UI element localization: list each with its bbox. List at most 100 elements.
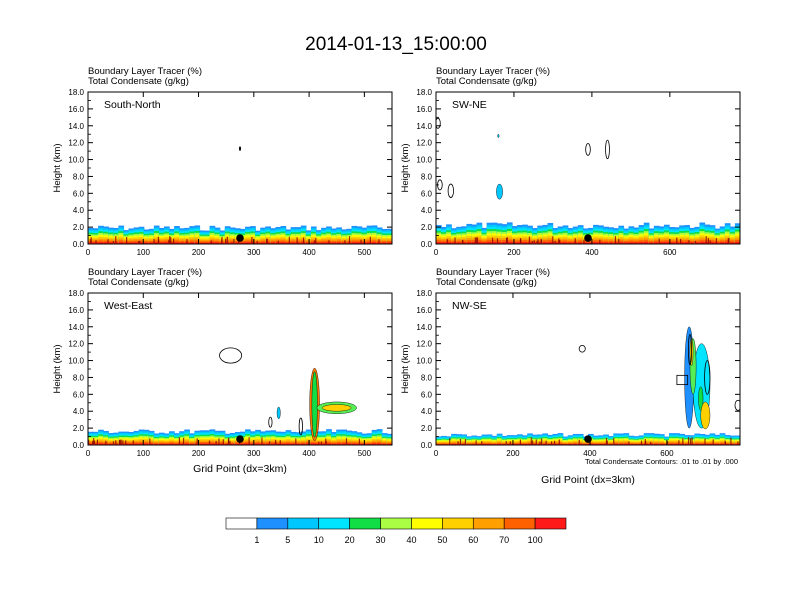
- bl-tracer-band: [512, 240, 518, 244]
- condensate-stipple: [644, 441, 647, 444]
- bl-tracer-band: [351, 242, 358, 244]
- condensate-stipple: [288, 236, 290, 243]
- condensate-stipple: [476, 237, 478, 243]
- bl-tracer-band: [98, 441, 104, 445]
- bl-tracer-band: [128, 242, 135, 244]
- bl-tracer-band: [577, 242, 584, 244]
- condensate-stipple: [138, 240, 140, 243]
- bl-tracer-band: [123, 242, 130, 244]
- condensate-contour: [585, 143, 591, 156]
- bl-tracer-band: [704, 443, 711, 445]
- condensate-stipple: [520, 238, 522, 243]
- bl-tracer-band: [669, 242, 675, 244]
- colorbar-label: 5: [285, 535, 290, 545]
- field-label-tracer: Boundary Layer Tracer (%): [436, 267, 550, 278]
- condensate-stipple: [552, 236, 554, 243]
- tracer-blob: [276, 406, 281, 420]
- condensate-stipple: [519, 439, 521, 444]
- bl-tracer-band: [552, 242, 559, 244]
- field-label-tracer: Boundary Layer Tracer (%): [436, 66, 550, 77]
- condensate-stipple: [505, 237, 508, 243]
- colorbar-swatch: [380, 517, 412, 530]
- bl-tracer-band: [184, 242, 190, 244]
- y-axis-label: Height (km): [400, 344, 411, 393]
- x-tick-label: 0: [434, 248, 439, 257]
- bl-tracer-band: [557, 242, 564, 244]
- condensate-stipple: [112, 240, 115, 243]
- bl-tracer-band: [376, 242, 383, 244]
- y-tick-label: 14.0: [416, 122, 432, 131]
- condensate-contour: [605, 139, 610, 160]
- bl-tracer-band: [184, 441, 190, 445]
- condensate-stipple: [558, 439, 560, 444]
- y-tick-label: 10.0: [68, 156, 84, 165]
- y-tick-label: 12.0: [416, 340, 432, 349]
- condensate-contour: [734, 399, 740, 411]
- bl-tracer-band: [270, 443, 277, 445]
- x-tick-label: 600: [660, 449, 674, 458]
- bl-tracer-band: [158, 443, 165, 445]
- y-axis-label: Height (km): [52, 344, 63, 393]
- bl-tracer-band: [103, 242, 109, 244]
- condensate-stipple: [640, 440, 643, 444]
- bl-tracer-band: [245, 443, 251, 445]
- bl-tracer-band: [527, 443, 533, 445]
- condensate-stipple: [172, 238, 175, 243]
- condensate-stipple: [93, 438, 95, 444]
- colorbar-label: 10: [314, 535, 324, 545]
- condensate-stipple: [320, 441, 323, 444]
- bl-tracer-band: [255, 443, 261, 445]
- bl-tracer-band: [496, 443, 503, 445]
- bl-tracer-band: [280, 242, 287, 244]
- condensate-stipple: [218, 438, 220, 444]
- condensate-stipple: [650, 441, 652, 444]
- y-tick-label: 6.0: [421, 390, 433, 399]
- panel-sw-ne: Boundary Layer Tracer (%)Total Condensat…: [400, 66, 741, 257]
- bl-tracer-band: [285, 443, 292, 445]
- bl-tracer-band: [204, 242, 211, 244]
- bl-tracer-band: [118, 242, 125, 244]
- condensate-stipple: [125, 440, 127, 444]
- condensate-stipple: [269, 441, 271, 444]
- colorbar-swatch: [287, 517, 320, 530]
- bl-tracer-band: [189, 242, 195, 244]
- condensate-stipple: [528, 236, 531, 243]
- bl-tracer-band: [476, 241, 483, 244]
- condensate-stipple: [115, 236, 117, 243]
- bl-tracer-band: [351, 443, 358, 445]
- bl-tracer-band: [234, 443, 241, 445]
- x-tick-label: 400: [302, 248, 316, 257]
- condensate-stipple: [667, 440, 669, 444]
- condensate-stipple: [107, 239, 109, 243]
- bl-tracer-band: [724, 241, 731, 244]
- bl-tracer-band: [734, 241, 740, 244]
- condensate-stipple: [618, 239, 620, 243]
- condensate-stipple: [178, 437, 181, 444]
- bl-tracer-band: [653, 443, 660, 445]
- colorbar-swatch: [442, 517, 474, 530]
- condensate-contour: [268, 416, 273, 428]
- bl-tracer-band: [436, 242, 442, 244]
- location-marker: [584, 234, 592, 242]
- condensate-stipple: [709, 240, 711, 243]
- bl-tracer-band: [331, 443, 337, 445]
- tracer-blob: [322, 404, 352, 412]
- bl-tracer-band: [603, 443, 609, 445]
- bl-tracer-band: [471, 242, 478, 244]
- bl-tracer-band: [189, 443, 195, 445]
- location-marker: [236, 234, 244, 242]
- bl-tracer-band: [158, 242, 165, 244]
- tracer-blob: [238, 146, 242, 151]
- bl-tracer-band: [714, 242, 721, 244]
- bl-tracer-band: [275, 242, 282, 244]
- condensate-stipple: [537, 239, 539, 243]
- bl-tracer-band: [542, 242, 549, 244]
- condensate-stipple: [251, 236, 253, 243]
- condensate-stipple: [628, 441, 630, 444]
- bl-tracer-band: [669, 443, 675, 445]
- bl-tracer-band: [143, 443, 150, 445]
- x-tick-label: 100: [137, 449, 151, 458]
- bl-tracer-band: [572, 242, 579, 244]
- condensate-stipple: [313, 240, 316, 243]
